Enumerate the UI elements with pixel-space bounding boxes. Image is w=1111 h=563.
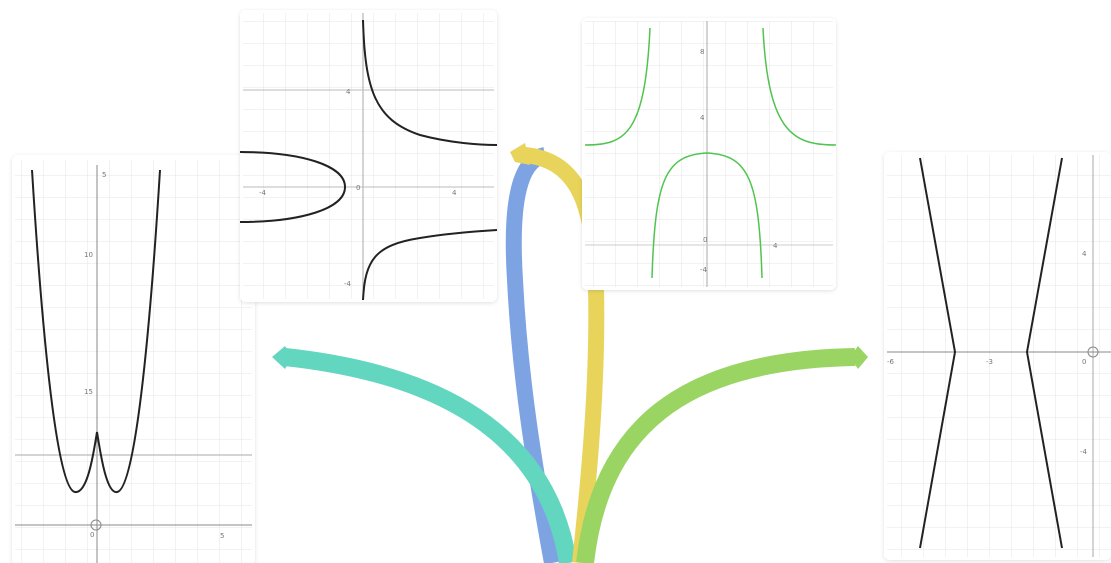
graph-card: -6 -3 0 4 -4: [884, 152, 1111, 560]
axis-label: 4: [452, 189, 457, 197]
axis-label: 0: [1082, 358, 1086, 366]
axis-label: 5: [102, 171, 106, 179]
branches: [272, 143, 868, 563]
axis-label: 15: [84, 388, 93, 396]
axis-label: -4: [259, 189, 267, 197]
arrow-green: [850, 346, 868, 369]
arrow-teal: [272, 346, 292, 369]
arrow-yellow: [510, 143, 530, 165]
axis-label: 0: [703, 236, 707, 244]
graph-card: 5 10 15 0 5: [12, 155, 255, 563]
axis-label: 0: [90, 531, 94, 539]
axis-label: 4: [773, 242, 778, 250]
axis-label: -4: [1080, 448, 1088, 456]
branch-green: [576, 348, 856, 563]
branch-teal: [284, 348, 577, 563]
axis-label: -4: [700, 266, 708, 274]
axis-label: -4: [344, 280, 352, 288]
axis-label: 5: [220, 532, 224, 540]
axis-label: 4: [1082, 250, 1087, 258]
axis-label: -6: [887, 358, 895, 366]
axis-label: -3: [986, 358, 993, 366]
axis-label: 0: [356, 184, 360, 192]
graph-card: 8 4 0 -4 4: [582, 18, 837, 290]
graph-card: 4 -4 0 4 -4: [239, 10, 498, 302]
axis-label: 8: [700, 48, 704, 56]
axis-label: 10: [84, 251, 93, 259]
axis-label: 4: [346, 88, 351, 96]
axis-label: 4: [700, 114, 705, 122]
